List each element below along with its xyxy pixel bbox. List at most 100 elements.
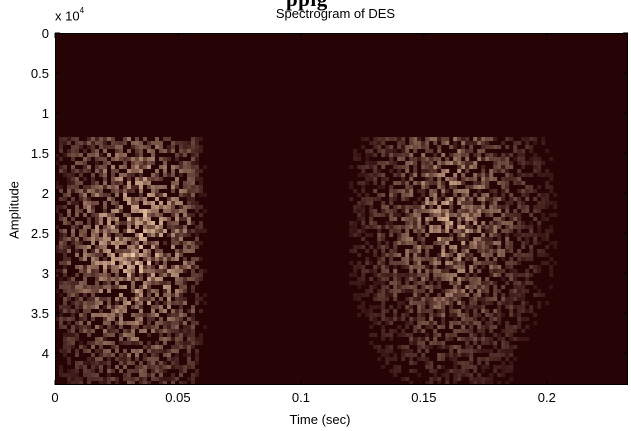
spectrogram-cell bbox=[473, 137, 478, 141]
spectrogram-cell bbox=[477, 229, 482, 233]
spectrogram-cell bbox=[489, 325, 494, 329]
spectrogram-cell bbox=[393, 153, 398, 157]
spectrogram-cell bbox=[429, 305, 434, 309]
spectrogram-cell bbox=[187, 229, 191, 233]
spectrogram-cell bbox=[119, 173, 123, 177]
spectrogram-cell bbox=[95, 373, 99, 377]
spectrogram-cell bbox=[123, 249, 127, 253]
spectrogram-cell bbox=[187, 361, 191, 365]
spectrogram-cell bbox=[139, 301, 143, 305]
spectrogram-cell bbox=[405, 153, 410, 157]
spectrogram-cell bbox=[361, 217, 366, 221]
spectrogram-cell bbox=[405, 349, 410, 353]
spectrogram-cell bbox=[453, 181, 458, 185]
spectrogram-cell bbox=[477, 149, 482, 153]
spectrogram-cell bbox=[71, 381, 75, 385]
spectrogram-cell bbox=[529, 249, 534, 253]
spectrogram-cell bbox=[405, 197, 410, 201]
spectrogram-cell bbox=[163, 185, 167, 189]
spectrogram-cell bbox=[417, 145, 422, 149]
spectrogram-cell bbox=[521, 293, 526, 297]
spectrogram-cell bbox=[497, 317, 502, 321]
spectrogram-cell bbox=[461, 321, 466, 325]
spectrogram-cell bbox=[489, 269, 494, 273]
spectrogram-cell bbox=[147, 297, 151, 301]
spectrogram-cell bbox=[489, 353, 494, 357]
spectrogram-cell bbox=[385, 273, 390, 277]
spectrogram-cell bbox=[175, 237, 179, 241]
spectrogram-cell bbox=[179, 165, 183, 169]
spectrogram-cell bbox=[63, 257, 67, 261]
spectrogram-cell bbox=[469, 205, 474, 209]
spectrogram-cell bbox=[429, 229, 434, 233]
spectrogram-cell bbox=[187, 165, 191, 169]
spectrogram-cell bbox=[429, 257, 434, 261]
spectrogram-cell bbox=[505, 325, 510, 329]
spectrogram-cell bbox=[529, 253, 534, 257]
spectrogram-cell bbox=[183, 265, 187, 269]
spectrogram-cell bbox=[55, 205, 59, 209]
spectrogram-cell bbox=[485, 181, 490, 185]
spectrogram-cell bbox=[409, 337, 414, 341]
spectrogram-cell bbox=[405, 165, 410, 169]
spectrogram-cell bbox=[453, 373, 458, 377]
spectrogram-cell bbox=[103, 149, 107, 153]
spectrogram-cell bbox=[397, 189, 402, 193]
spectrogram-cell bbox=[171, 345, 175, 349]
spectrogram-cell bbox=[413, 337, 418, 341]
spectrogram-cell bbox=[71, 237, 75, 241]
spectrogram-cell bbox=[437, 241, 442, 245]
y-tick-label: 2.5 bbox=[31, 226, 49, 241]
spectrogram-cell bbox=[517, 225, 522, 229]
spectrogram-cell bbox=[513, 281, 518, 285]
spectrogram-cell bbox=[159, 229, 163, 233]
spectrogram-cell bbox=[353, 269, 358, 273]
spectrogram-cell bbox=[87, 153, 91, 157]
spectrogram-cell bbox=[405, 193, 410, 197]
spectrogram-cell bbox=[365, 289, 370, 293]
spectrogram-cell bbox=[529, 137, 534, 141]
spectrogram-cell bbox=[99, 173, 103, 177]
spectrogram-cell bbox=[357, 261, 362, 265]
spectrogram-cell bbox=[521, 273, 526, 277]
spectrogram-cell bbox=[171, 325, 175, 329]
spectrogram-cell bbox=[143, 181, 147, 185]
spectrogram-cell bbox=[381, 305, 386, 309]
spectrogram-cell bbox=[481, 349, 486, 353]
spectrogram-cell bbox=[183, 153, 187, 157]
spectrogram-cell bbox=[167, 201, 171, 205]
spectrogram-cell bbox=[139, 309, 143, 313]
spectrogram-cell bbox=[147, 229, 151, 233]
spectrogram-cell bbox=[91, 237, 95, 241]
spectrogram-cell bbox=[473, 245, 478, 249]
spectrogram-cell bbox=[469, 377, 474, 381]
spectrogram-cell bbox=[143, 137, 147, 141]
spectrogram-cell bbox=[433, 377, 438, 381]
spectrogram-cell bbox=[493, 217, 498, 221]
spectrogram-cell bbox=[425, 321, 430, 325]
spectrogram-cell bbox=[401, 149, 406, 153]
spectrogram-cell bbox=[481, 177, 486, 181]
spectrogram-cell bbox=[179, 369, 183, 373]
spectrogram-cell bbox=[191, 165, 195, 169]
spectrogram-cell bbox=[107, 313, 111, 317]
spectrogram-cell bbox=[389, 369, 394, 373]
spectrogram-cell bbox=[199, 273, 203, 277]
spectrogram-cell bbox=[67, 289, 71, 293]
spectrogram-cell bbox=[187, 317, 191, 321]
spectrogram-cell bbox=[525, 241, 530, 245]
spectrogram-cell bbox=[107, 329, 111, 333]
spectrogram-cell bbox=[477, 281, 482, 285]
spectrogram-cell bbox=[99, 369, 103, 373]
spectrogram-cell bbox=[521, 149, 526, 153]
spectrogram-cell bbox=[115, 217, 119, 221]
spectrogram-cell bbox=[517, 321, 522, 325]
spectrogram-cell bbox=[385, 241, 390, 245]
spectrogram-cell bbox=[469, 353, 474, 357]
spectrogram-cell bbox=[139, 181, 143, 185]
spectrogram-cell bbox=[441, 301, 446, 305]
spectrogram-cell bbox=[453, 313, 458, 317]
spectrogram-cell bbox=[397, 141, 402, 145]
spectrogram-cell bbox=[67, 237, 71, 241]
spectrogram-cell bbox=[541, 293, 546, 297]
